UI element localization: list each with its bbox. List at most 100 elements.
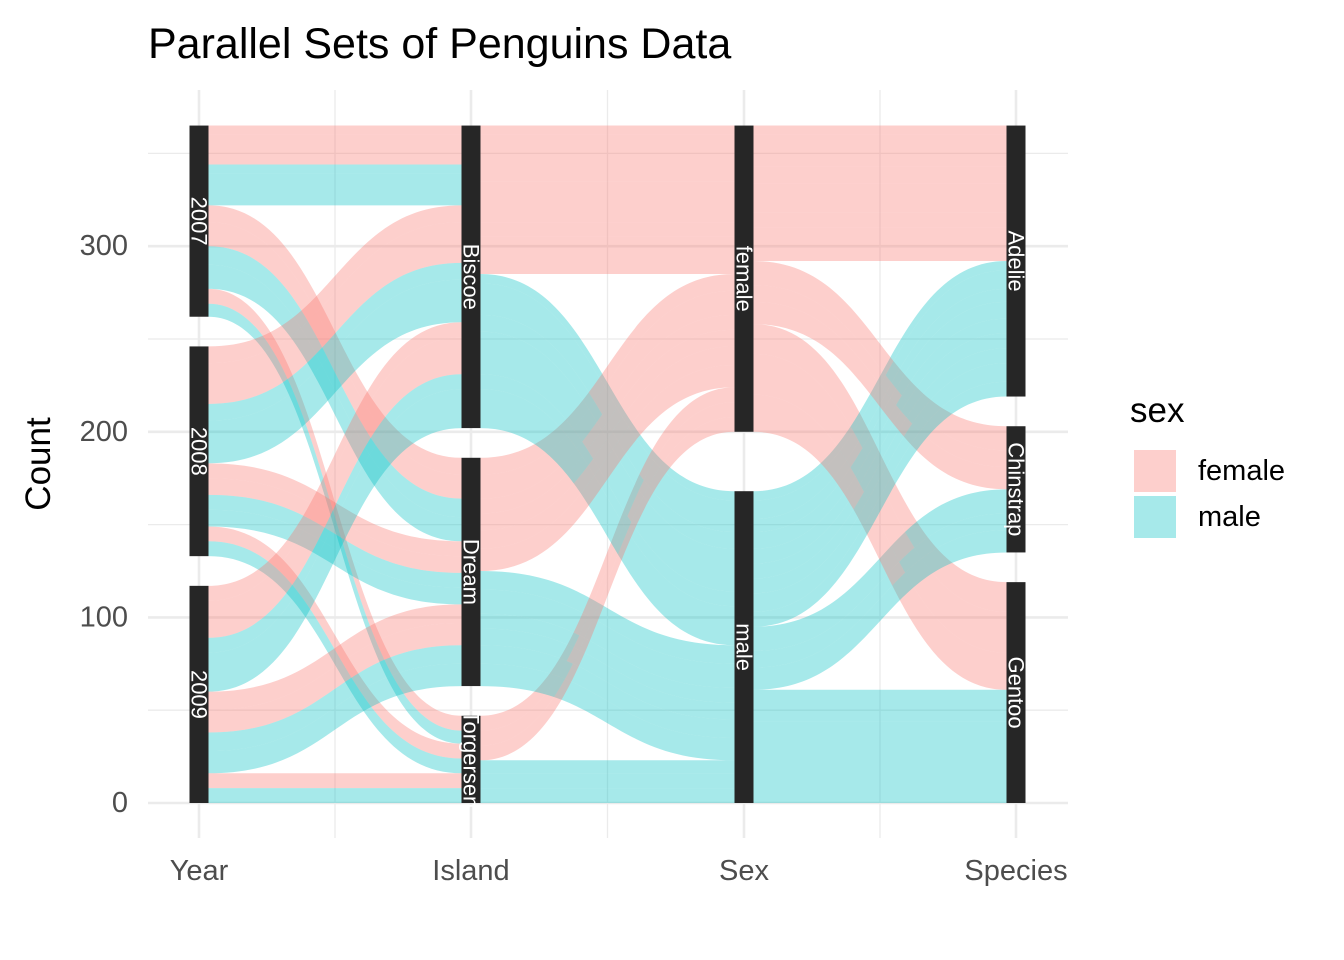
flow-year-island-male bbox=[208, 262, 462, 421]
y-tick-label: 100 bbox=[80, 601, 128, 633]
flow-year-island-female bbox=[208, 604, 462, 711]
flow-year-island-male bbox=[208, 645, 462, 752]
flow-sex-species-male bbox=[753, 288, 1007, 533]
stratum-label-species-chinstrap: Chinstrap bbox=[1004, 442, 1029, 536]
flow-island-sex-male bbox=[480, 374, 735, 607]
legend-swatch-male bbox=[1134, 496, 1176, 538]
flow-sex-species-male bbox=[753, 318, 1007, 564]
flow-year-island-male bbox=[208, 788, 462, 803]
flow-island-sex-female bbox=[480, 134, 735, 165]
flow-sex-species-male bbox=[753, 764, 1007, 803]
flow-island-sex-female bbox=[480, 416, 735, 761]
flow-sex-species-male bbox=[753, 261, 1007, 501]
flow-year-island-female bbox=[208, 125, 462, 135]
flow-sex-species-male bbox=[753, 721, 1007, 765]
flow-sex-species-male bbox=[753, 348, 1007, 594]
stratum-label-year-2008: 2008 bbox=[187, 427, 212, 476]
flow-year-island-male bbox=[208, 389, 462, 692]
flow-year-island-male bbox=[208, 374, 462, 653]
flow-sex-species-female bbox=[753, 134, 1007, 152]
stratum-year-2009 bbox=[189, 585, 209, 803]
flow-island-sex-female bbox=[480, 387, 735, 731]
stratum-label-sex-female: female bbox=[732, 246, 757, 312]
flow-island-sex-female bbox=[480, 164, 735, 182]
flow-island-sex-male bbox=[480, 314, 735, 549]
flow-island-sex-female bbox=[480, 125, 735, 135]
stratum-year-2007 bbox=[189, 125, 209, 317]
stratum-species-chinstrap bbox=[1006, 426, 1026, 553]
stratum-island-dream bbox=[461, 457, 481, 687]
flow-year-island-female bbox=[208, 526, 462, 759]
flow-sex-species-male bbox=[753, 513, 1007, 668]
stratum-label-island-dream: Dream bbox=[459, 539, 484, 605]
flow-island-sex-female bbox=[480, 314, 735, 514]
flow-sex-species-female bbox=[753, 301, 1007, 490]
axes: 0 100 200 300 Year Island Sex Species bbox=[80, 230, 1068, 887]
flow-sex-species-female bbox=[753, 151, 1007, 167]
flow-year-island-male bbox=[208, 173, 462, 206]
stratum-label-island-torgersen: Torgersen bbox=[459, 710, 484, 808]
flow-island-sex-male bbox=[480, 389, 735, 646]
flow-island-sex-female bbox=[480, 329, 735, 531]
flow-island-sex-female bbox=[480, 364, 735, 571]
flow-island-sex-male bbox=[480, 773, 735, 789]
flow-island-sex-female bbox=[480, 222, 735, 237]
flow-sex-species-female bbox=[753, 125, 1007, 135]
x-tick-label-species: Species bbox=[964, 855, 1067, 887]
flow-sex-species-female bbox=[753, 166, 1007, 184]
stratum-year-2008 bbox=[189, 346, 209, 557]
flow-island-sex-female bbox=[480, 274, 735, 475]
flow-sex-species-male bbox=[753, 301, 1007, 549]
flow-island-sex-male bbox=[480, 274, 735, 501]
stratum-sex-male bbox=[734, 491, 754, 803]
flow-island-sex-male bbox=[480, 589, 735, 688]
flow-year-island-female bbox=[208, 288, 462, 731]
legend-items: female male bbox=[1134, 450, 1285, 538]
flow-sex-species-male bbox=[753, 363, 1007, 612]
flow-year-island-male bbox=[208, 663, 462, 774]
flow-sex-species-male bbox=[753, 381, 1007, 627]
stratum-label-year-2009: 2009 bbox=[187, 670, 212, 719]
flow-year-island-female bbox=[208, 322, 462, 601]
flow-year-island-male bbox=[208, 164, 462, 174]
stratum-label-species-adelie: Adelie bbox=[1004, 230, 1029, 291]
legend-title: sex bbox=[1130, 391, 1185, 430]
flow-island-sex-male bbox=[480, 571, 735, 664]
flow-island-sex-female bbox=[480, 402, 735, 746]
stratum-label-island-biscoe: Biscoe bbox=[459, 244, 484, 310]
stratum-label-species-gentoo: Gentoo bbox=[1004, 656, 1029, 728]
y-tick-label: 300 bbox=[80, 230, 128, 262]
flow-sex-species-female bbox=[753, 197, 1007, 213]
flow-island-sex-female bbox=[480, 181, 735, 223]
flow-sex-species-male bbox=[753, 489, 1007, 651]
flow-year-island-female bbox=[208, 622, 462, 733]
stratum-island-torgersen bbox=[461, 715, 481, 803]
y-tick-label: 0 bbox=[112, 787, 128, 819]
legend: sex female male bbox=[1130, 391, 1285, 538]
flow-sex-species-male bbox=[753, 333, 1007, 579]
stratum-label-year-2007: 2007 bbox=[187, 197, 212, 246]
flow-year-island-male bbox=[208, 494, 462, 588]
strata bbox=[189, 125, 1026, 803]
flow-island-sex-male bbox=[480, 663, 735, 761]
x-tick-label-year: Year bbox=[170, 855, 229, 887]
flow-sex-species-female bbox=[753, 261, 1007, 451]
flow-sex-species-female bbox=[753, 285, 1007, 468]
flow-island-sex-female bbox=[480, 290, 735, 499]
flow-year-island-female bbox=[208, 478, 462, 573]
stratum-species-gentoo bbox=[1006, 582, 1026, 803]
flow-sex-species-female bbox=[753, 227, 1007, 247]
legend-swatch-female bbox=[1134, 450, 1176, 492]
flow-year-island-female bbox=[208, 134, 462, 165]
flow-year-island-male bbox=[208, 303, 462, 744]
flow-sex-species-female bbox=[753, 353, 1007, 653]
legend-label-male: male bbox=[1198, 501, 1261, 533]
flow-year-island-male bbox=[208, 264, 462, 542]
flow-island-sex-female bbox=[480, 236, 735, 275]
flow-sex-species-male bbox=[753, 689, 1007, 722]
flow-sex-species-female bbox=[753, 246, 1007, 262]
flow-year-island-female bbox=[208, 205, 462, 364]
stratum-sex-female bbox=[734, 125, 754, 432]
